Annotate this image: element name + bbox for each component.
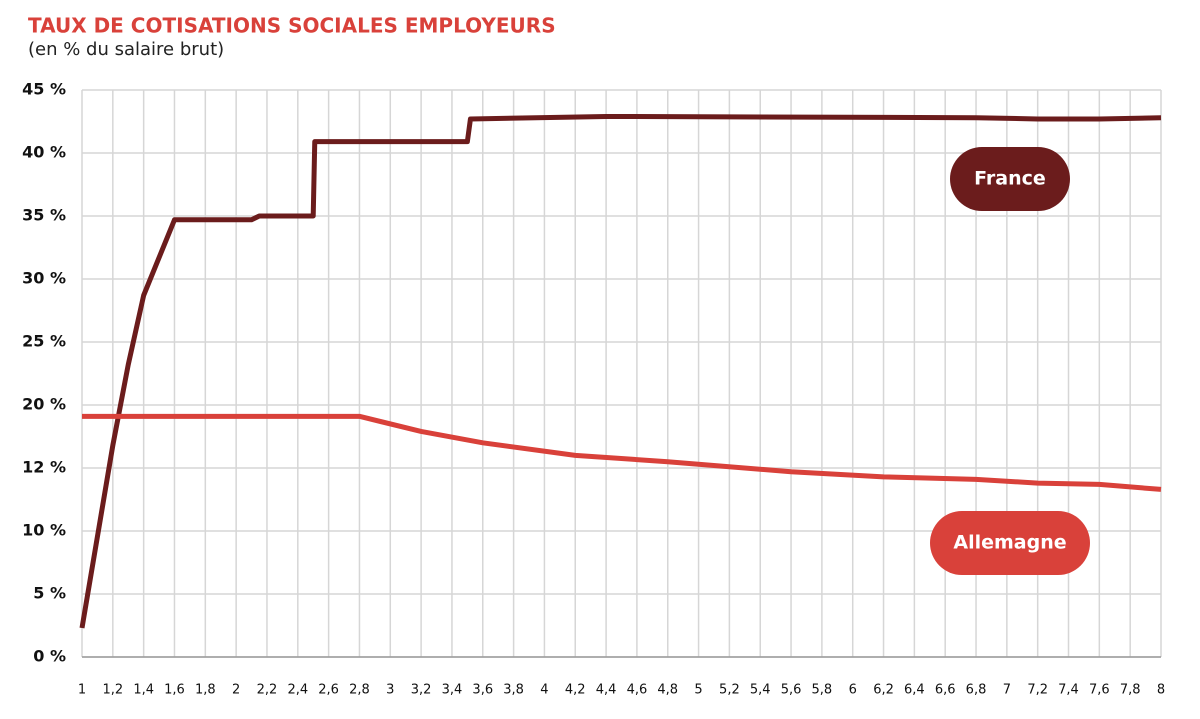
y-tick-label: 0 %	[33, 647, 66, 666]
legend-pill	[950, 147, 1070, 211]
y-tick-label: 25 %	[22, 332, 66, 351]
x-tick-label: 4,2	[565, 683, 586, 698]
x-tick-label: 4,8	[657, 683, 678, 698]
x-tick-label: 2,4	[287, 683, 308, 698]
x-tick-label: 5,6	[781, 683, 802, 698]
legend-label: France	[974, 168, 1046, 190]
y-tick-label: 20 %	[22, 395, 66, 414]
x-tick-label: 2,2	[257, 683, 278, 698]
x-tick-label: 3,4	[442, 683, 463, 698]
x-tick-label: 1,4	[133, 683, 154, 698]
x-tick-label: 7,6	[1089, 683, 1110, 698]
x-tick-label: 2,8	[349, 683, 370, 698]
x-tick-label: 1,6	[164, 683, 185, 698]
x-tick-label: 4	[540, 683, 548, 698]
x-tick-label: 3,8	[503, 683, 524, 698]
x-tick-label: 5,2	[719, 683, 740, 698]
x-tick-label: 6,8	[966, 683, 987, 698]
x-tick-label: 7,4	[1058, 683, 1079, 698]
x-tick-label: 2,6	[318, 683, 339, 698]
x-tick-label: 3	[386, 683, 394, 698]
x-tick-label: 7,2	[1027, 683, 1048, 698]
x-tick-label: 6,6	[935, 683, 956, 698]
y-tick-label: 10 %	[22, 521, 66, 540]
x-tick-label: 1	[78, 683, 86, 698]
legend-label: Allemagne	[953, 532, 1066, 554]
y-tick-label: 40 %	[22, 143, 66, 162]
x-tick-label: 5,4	[750, 683, 771, 698]
x-tick-label: 6,4	[904, 683, 925, 698]
x-tick-label: 1,8	[195, 683, 216, 698]
y-tick-label: 30 %	[22, 269, 66, 288]
x-tick-label: 6,2	[873, 683, 894, 698]
x-tick-label: 4,6	[627, 683, 648, 698]
x-tick-label: 6	[849, 683, 857, 698]
x-tick-label: 3,2	[411, 683, 432, 698]
line	[79, 113, 1162, 629]
x-tick-label: 3,6	[472, 683, 493, 698]
x-tick-label: 5	[694, 683, 702, 698]
line	[82, 413, 1162, 492]
y-tick-label: 5 %	[33, 584, 66, 603]
y-tick-label: 35 %	[22, 206, 66, 225]
x-tick-label: 4,4	[596, 683, 617, 698]
x-tick-label: 5,8	[812, 683, 833, 698]
x-tick-label: 7,8	[1120, 683, 1141, 698]
x-tick-label: 2	[232, 683, 240, 698]
y-tick-label: 12 %	[22, 458, 66, 477]
x-tick-label: 1,2	[102, 683, 123, 698]
legend-pill	[930, 511, 1090, 575]
chart-subtitle: (en % du salaire brut)	[28, 39, 224, 60]
y-tick-label: 45 %	[22, 80, 66, 99]
x-tick-label: 8	[1157, 683, 1165, 698]
chart-title: TAUX DE COTISATIONS SOCIALES EMPLOYEURS	[28, 14, 556, 38]
x-tick-label: 7	[1003, 683, 1011, 698]
